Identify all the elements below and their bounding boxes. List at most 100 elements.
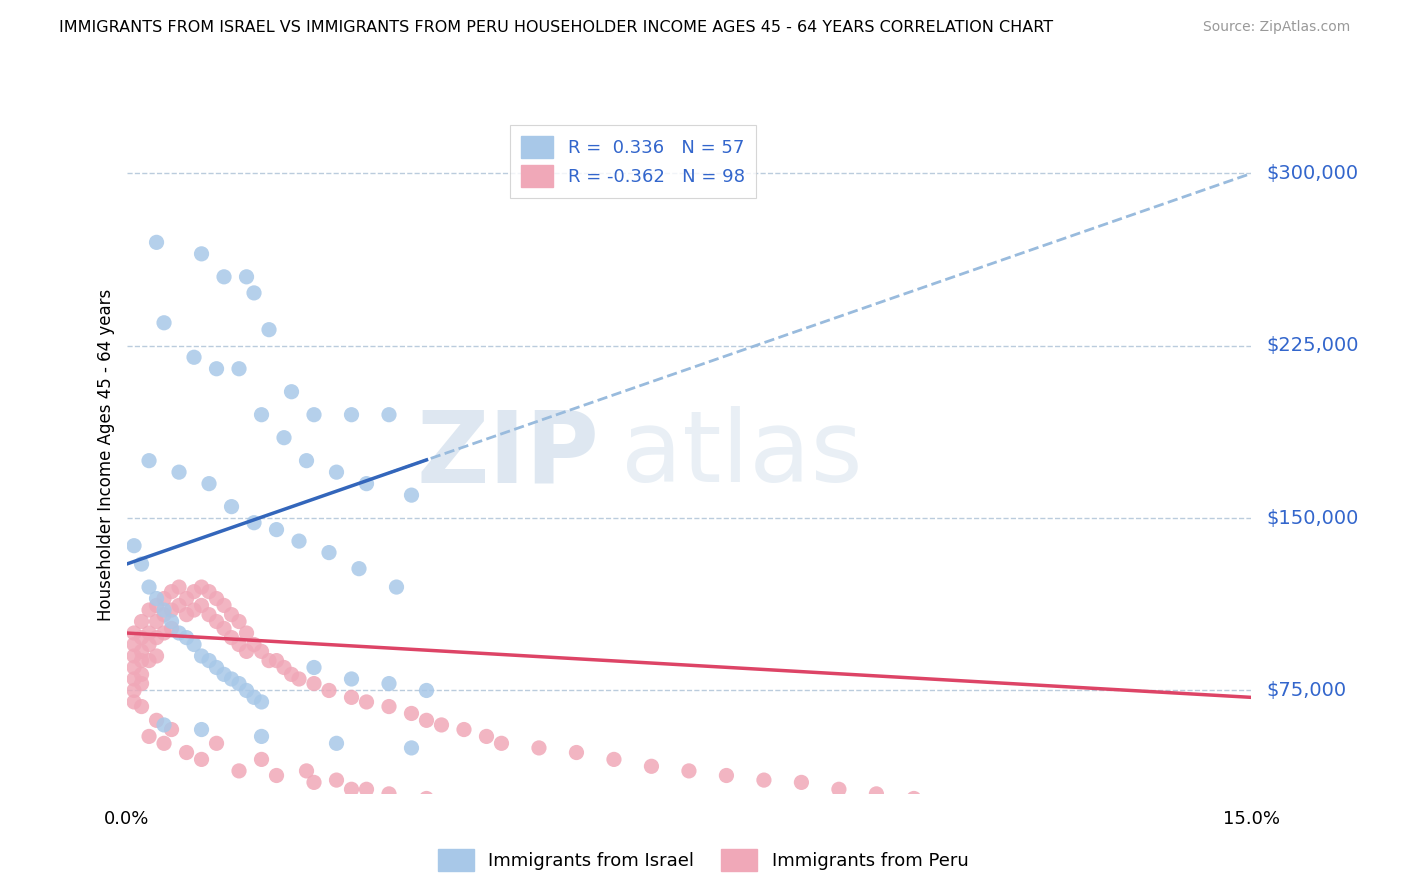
Point bbox=[273, 660, 295, 674]
Point bbox=[415, 791, 437, 805]
Point bbox=[273, 431, 295, 445]
Point bbox=[153, 316, 176, 330]
Point bbox=[131, 699, 153, 714]
Point bbox=[160, 584, 183, 599]
Point bbox=[153, 626, 176, 640]
Point bbox=[205, 361, 228, 376]
Y-axis label: Householder Income Ages 45 - 64 years: Householder Income Ages 45 - 64 years bbox=[97, 289, 115, 621]
Point bbox=[430, 718, 453, 732]
Point bbox=[153, 607, 176, 622]
Text: atlas: atlas bbox=[621, 407, 863, 503]
Text: $150,000: $150,000 bbox=[1267, 508, 1358, 527]
Point bbox=[153, 603, 176, 617]
Point bbox=[401, 740, 423, 755]
Point bbox=[145, 631, 167, 645]
Point bbox=[145, 235, 167, 250]
Point bbox=[228, 615, 250, 629]
Point bbox=[198, 607, 221, 622]
Point bbox=[266, 768, 288, 782]
Point bbox=[183, 603, 205, 617]
Point bbox=[903, 791, 925, 805]
Point bbox=[356, 782, 378, 797]
Point bbox=[266, 523, 288, 537]
Point bbox=[122, 648, 145, 663]
Text: Source: ZipAtlas.com: Source: ZipAtlas.com bbox=[1202, 20, 1350, 34]
Point bbox=[415, 714, 437, 728]
Point bbox=[288, 534, 311, 549]
Point bbox=[243, 638, 266, 652]
Point bbox=[378, 408, 401, 422]
Point bbox=[190, 580, 212, 594]
Point bbox=[385, 580, 408, 594]
Point bbox=[205, 736, 228, 750]
Point bbox=[138, 654, 160, 668]
Point bbox=[1090, 805, 1112, 820]
Point bbox=[235, 683, 257, 698]
Point bbox=[122, 672, 145, 686]
Point bbox=[221, 672, 243, 686]
Point bbox=[325, 773, 347, 788]
Point bbox=[145, 599, 167, 613]
Point bbox=[302, 408, 325, 422]
Text: $75,000: $75,000 bbox=[1267, 681, 1347, 700]
Point bbox=[318, 683, 340, 698]
Point bbox=[190, 648, 212, 663]
Point bbox=[401, 488, 423, 502]
Point bbox=[752, 773, 775, 788]
Point bbox=[716, 768, 738, 782]
Point bbox=[131, 631, 153, 645]
Point bbox=[160, 603, 183, 617]
Point bbox=[288, 672, 311, 686]
Legend: Immigrants from Israel, Immigrants from Peru: Immigrants from Israel, Immigrants from … bbox=[430, 842, 976, 879]
Point bbox=[190, 752, 212, 766]
Point bbox=[603, 752, 626, 766]
Point bbox=[378, 787, 401, 801]
Text: ZIP: ZIP bbox=[416, 407, 599, 503]
Point bbox=[183, 351, 205, 365]
Point bbox=[640, 759, 662, 773]
Point bbox=[167, 626, 190, 640]
Point bbox=[257, 654, 280, 668]
Point bbox=[160, 723, 183, 737]
Point bbox=[243, 285, 266, 300]
Point bbox=[302, 676, 325, 690]
Point bbox=[122, 539, 145, 553]
Point bbox=[167, 599, 190, 613]
Point bbox=[865, 787, 887, 801]
Point bbox=[1166, 810, 1188, 824]
Point bbox=[183, 584, 205, 599]
Point bbox=[250, 644, 273, 658]
Point bbox=[190, 723, 212, 737]
Point bbox=[212, 269, 235, 284]
Point bbox=[295, 764, 318, 778]
Point bbox=[138, 638, 160, 652]
Point bbox=[941, 796, 963, 810]
Point bbox=[266, 654, 288, 668]
Point bbox=[250, 408, 273, 422]
Point bbox=[176, 746, 198, 760]
Point bbox=[160, 615, 183, 629]
Point bbox=[243, 516, 266, 530]
Point bbox=[565, 746, 588, 760]
Point bbox=[221, 500, 243, 514]
Point bbox=[167, 465, 190, 479]
Point bbox=[212, 599, 235, 613]
Point bbox=[131, 644, 153, 658]
Point bbox=[235, 644, 257, 658]
Point bbox=[325, 736, 347, 750]
Point bbox=[212, 622, 235, 636]
Point bbox=[243, 690, 266, 705]
Point bbox=[453, 723, 475, 737]
Legend: R =  0.336   N = 57, R = -0.362   N = 98: R = 0.336 N = 57, R = -0.362 N = 98 bbox=[510, 125, 755, 198]
Point bbox=[790, 775, 813, 789]
Point bbox=[131, 615, 153, 629]
Point bbox=[131, 654, 153, 668]
Point bbox=[160, 622, 183, 636]
Point bbox=[145, 615, 167, 629]
Point bbox=[302, 660, 325, 674]
Point bbox=[153, 736, 176, 750]
Point bbox=[250, 752, 273, 766]
Point bbox=[167, 580, 190, 594]
Point bbox=[678, 764, 700, 778]
Point bbox=[475, 730, 498, 744]
